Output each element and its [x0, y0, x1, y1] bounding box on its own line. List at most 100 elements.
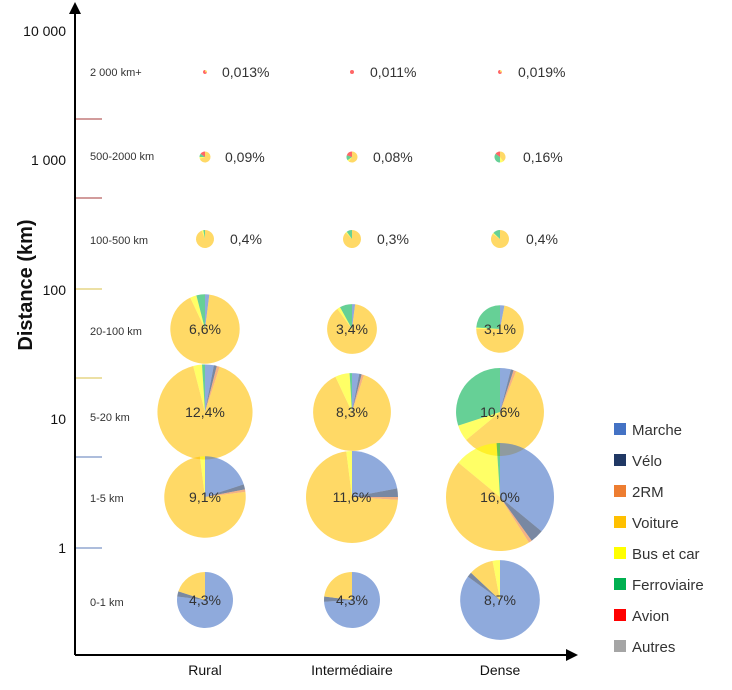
- pie-slice-500-2000-km-rural-bus-et-car: [199, 157, 205, 159]
- pie-slice-0-1-km-rural-velo: [177, 591, 205, 600]
- share-label-20-100-km-intermediaire: 3,4%: [336, 321, 368, 337]
- pie-slice-1-5-km-dense-bus-et-car: [458, 443, 500, 497]
- y-axis-label: Distance (km): [15, 219, 37, 350]
- legend-label-ferroviaire: Ferroviaire: [632, 577, 704, 594]
- legend-label-autres: Autres: [632, 639, 675, 656]
- y-tick-100: 100: [43, 282, 67, 298]
- share-label-20-100-km-dense: 3,1%: [484, 321, 516, 337]
- share-label-20-100-km-rural: 6,6%: [189, 321, 221, 337]
- pie-slice-5-20-km-dense-velo: [500, 369, 514, 412]
- legend-label-velo: Vélo: [632, 453, 662, 470]
- pie-slice-20-100-km-rural-marche: [205, 294, 210, 329]
- share-label-5-20-km-rural: 12,4%: [185, 404, 225, 420]
- pie-slice-1-5-km-rural-bus-et-car: [199, 456, 205, 497]
- pie-slice-20-100-km-intermediaire-bus-et-car: [337, 307, 352, 329]
- pie-slice-5-20-km-intermediaire-bus-et-car: [335, 373, 352, 412]
- legend-label-voiture: Voiture: [632, 515, 679, 532]
- band-label-20-100: 20-100 km: [90, 326, 142, 338]
- pie-slice-500-2000-km-rural-voiture: [199, 151, 211, 163]
- share-label-2-000-km--rural: 0,013%: [222, 64, 269, 80]
- y-axis: [69, 2, 81, 655]
- pie-slice-100-500-km-dense-ferroviaire: [493, 230, 500, 239]
- share-label-5-20-km-dense: 10,6%: [480, 404, 520, 420]
- pie-slice-100-500-km-intermediaire-bus-et-car: [345, 231, 352, 239]
- pie-slice-2-000-km--dense-voiture: [500, 70, 502, 73]
- pie-slice-100-500-km-rural-voiture: [196, 230, 215, 248]
- pie-slice-500-2000-km-dense-voiture: [500, 151, 506, 162]
- pie-slice-5-20-km-intermediaire-2rm: [352, 374, 365, 412]
- pie-slice-5-20-km-intermediaire-velo: [352, 373, 362, 412]
- pie-slice-2-000-km--rural-avion: [203, 70, 207, 75]
- legend-label-marche: Marche: [632, 422, 682, 439]
- pie-slice-20-100-km-dense-marche: [500, 305, 505, 329]
- share-label-100-500-km-rural: 0,4%: [230, 231, 262, 247]
- y-tick-10: 10: [50, 411, 66, 427]
- pie-slice-5-20-km-dense-voiture: [466, 371, 544, 456]
- pie-slice-0-1-km-dense-velo: [467, 572, 500, 600]
- pie-slice-5-20-km-intermediaire-marche: [352, 373, 360, 412]
- pie-slice-5-20-km-dense-ferroviaire: [456, 368, 500, 426]
- pie-slice-5-20-km-dense-bus-et-car: [458, 412, 500, 441]
- pie-slice-1-5-km-intermediaire-bus-et-car: [346, 451, 352, 497]
- share-label-1-5-km-dense: 16,0%: [480, 489, 520, 505]
- x-axis: [75, 649, 578, 661]
- share-labels: 0,013% 0,011% 0,019% 0,09% 0,08% 0,16% 0,4% 0,3…: [185, 64, 565, 608]
- pie-slice-500-2000-km-rural-ferroviaire: [199, 153, 205, 157]
- share-label-500-2000-km-rural: 0,09%: [225, 149, 265, 165]
- share-label-1-5-km-intermediaire: 11,6%: [333, 489, 372, 505]
- legend-swatch-velo: [614, 454, 626, 466]
- y-tick-10000: 10 000: [23, 23, 66, 39]
- category-label-dense: Dense: [480, 662, 521, 678]
- pie-slice-5-20-km-rural-2rm: [205, 365, 220, 412]
- legend-swatch-2rm: [614, 485, 626, 497]
- pie-slice-1-5-km-dense-ferroviaire: [496, 442, 500, 497]
- pie-slice-20-100-km-intermediaire-voiture: [327, 304, 377, 354]
- pie-slice-1-5-km-intermediaire-velo: [352, 488, 398, 497]
- legend-swatch-voiture: [614, 516, 626, 528]
- band-label-500-2000: 500-2000 km: [90, 151, 154, 163]
- pie-slice-5-20-km-intermediaire-ferroviaire: [349, 373, 352, 412]
- pie-slice-1-5-km-dense-marche: [500, 442, 555, 532]
- pie-slice-1-5-km-dense-velo: [500, 497, 542, 541]
- pie-slice-100-500-km-intermediaire-ferroviaire: [346, 230, 352, 239]
- pie-slice-1-5-km-rural-2rm: [205, 489, 246, 497]
- band-label-5-20: 5-20 km: [90, 412, 130, 424]
- category-label-intermediaire: Intermédiaire: [311, 662, 393, 678]
- pie-slice-1-5-km-dense-voiture: [445, 462, 529, 552]
- pie-slice-2-000-km--rural-voiture: [205, 70, 207, 73]
- share-label-500-2000-km-dense: 0,16%: [523, 149, 563, 165]
- share-label-100-500-km-intermediaire: 0,3%: [377, 231, 409, 247]
- pie-slice-500-2000-km-dense-bus-et-car: [500, 157, 504, 163]
- band-label-100-500: 100-500 km: [90, 235, 148, 247]
- pie-slice-0-1-km-intermediaire-marche: [324, 572, 380, 628]
- pie-slice-2-000-km--intermediaire-avion: [350, 70, 354, 74]
- pie-slice-5-20-km-rural-ferroviaire: [202, 364, 205, 412]
- pie-slice-0-1-km-intermediaire-voiture: [324, 572, 352, 600]
- y-tick-1: 1: [58, 540, 66, 556]
- pie-slice-20-100-km-dense-ferroviaire: [476, 305, 500, 329]
- pie-slice-5-20-km-rural-marche: [205, 364, 214, 412]
- pie-slice-1-5-km-rural-voiture: [164, 456, 246, 538]
- pie-slice-20-100-km-intermediaire-marche: [352, 304, 356, 329]
- pie-slice-1-5-km-intermediaire-voiture: [306, 451, 398, 543]
- legend-swatch-ferroviaire: [614, 578, 626, 590]
- pie-slice-5-20-km-dense-marche: [500, 368, 511, 412]
- share-label-100-500-km-dense: 0,4%: [526, 231, 558, 247]
- pie-slice-1-5-km-rural-marche: [205, 456, 244, 497]
- pie-slice-500-2000-km-dense-avion: [495, 151, 500, 157]
- share-label-0-1-km-dense: 8,7%: [484, 592, 516, 608]
- legend-label-2rm: 2RM: [632, 484, 664, 501]
- legend: Marche Vélo 2RM Voiture Bus et car Ferroviair…: [614, 422, 704, 656]
- pie-slice-500-2000-km-intermediaire-ferroviaire: [346, 155, 352, 161]
- pie-slice-0-1-km-dense-marche: [460, 560, 540, 640]
- pie-slice-500-2000-km-intermediaire-voiture: [348, 151, 358, 163]
- pie-slice-1-5-km-dense-2rm: [500, 497, 532, 543]
- legend-swatch-bus-et-car: [614, 547, 626, 559]
- band-label-2000plus: 2 000 km+: [90, 67, 142, 79]
- share-label-2-000-km--intermediaire: 0,011%: [370, 64, 416, 80]
- legend-swatch-avion: [614, 609, 626, 621]
- y-tick-1000: 1 000: [31, 152, 66, 168]
- pie-slice-100-500-km-rural-bus-et-car: [201, 230, 205, 239]
- pie-slice-5-20-km-rural-bus-et-car: [193, 364, 205, 412]
